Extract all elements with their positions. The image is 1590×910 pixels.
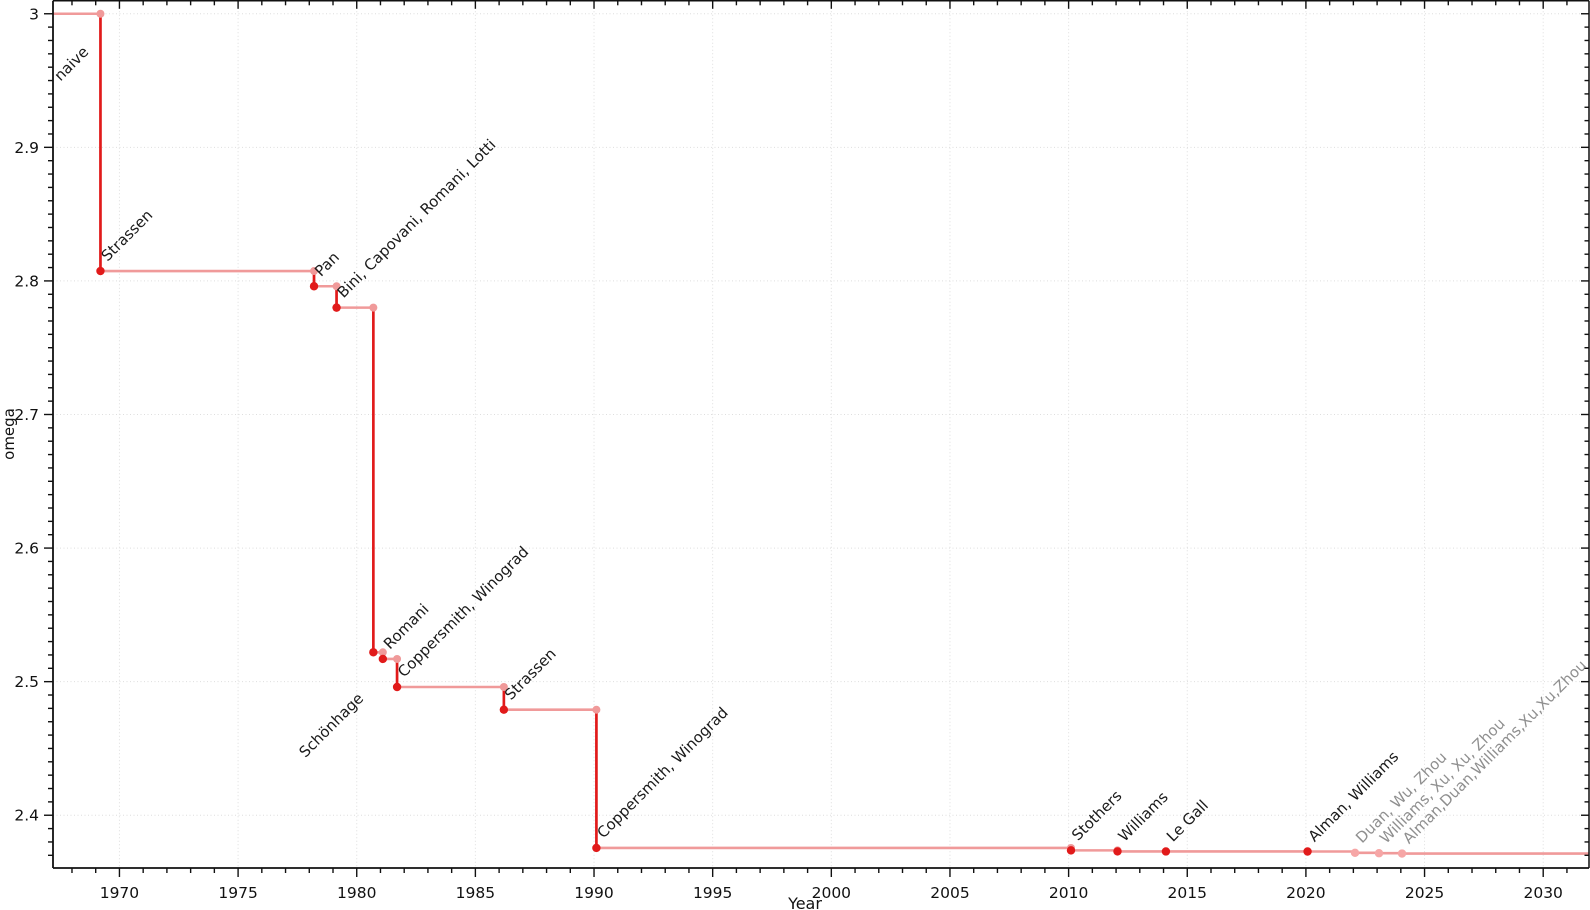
data-point — [1066, 846, 1076, 855]
data-point — [378, 654, 388, 664]
drop-corner-point — [96, 9, 105, 18]
point-label: Bini, Capovani, Romani, Lotti — [334, 136, 500, 302]
x-tick-label: 2015 — [1168, 884, 1207, 902]
point-label: naive — [51, 43, 93, 85]
y-tick-label: 3 — [29, 5, 39, 23]
x-tick-label: 1970 — [100, 884, 139, 902]
drop-corner-point — [310, 267, 319, 276]
y-tick-label: 2.7 — [14, 406, 39, 424]
data-point — [96, 266, 105, 276]
drop-corner-point — [378, 648, 387, 657]
x-tick-label: 1980 — [337, 884, 376, 902]
point-label: Pan — [311, 248, 343, 280]
tick-labels: 1970 1975 1980 1985 1990 1995 2000 2005 2010 2015… — [14, 5, 1563, 902]
point-label: Williams, Xu, Xu, Zhou — [1376, 715, 1509, 848]
drop-corner-point — [592, 705, 601, 714]
data-point — [1161, 847, 1171, 856]
data-point — [1350, 848, 1360, 858]
x-tick-label: 1990 — [574, 884, 613, 902]
x-tick-label: 1985 — [456, 884, 495, 902]
data-point — [392, 682, 402, 692]
point-label: Alman,Duan,Williams,Xu,Xu,Zhou — [1399, 656, 1590, 847]
data-point — [1303, 847, 1312, 856]
x-axis-label: Year — [787, 894, 822, 910]
point-label: Williams — [1115, 788, 1172, 845]
y-tick-label: 2.8 — [14, 272, 39, 290]
y-tick-label: 2.9 — [14, 139, 39, 157]
x-tick-label: 2000 — [812, 884, 851, 902]
y-tick-label: 2.4 — [14, 807, 39, 825]
data-point — [1397, 849, 1407, 858]
x-tick-label: 2030 — [1523, 884, 1562, 902]
x-tick-label: 2005 — [930, 884, 969, 902]
data-point — [1374, 849, 1384, 858]
point-label: Coppersmith, Winograd — [594, 704, 732, 842]
data-point — [332, 303, 341, 312]
y-tick-label: 2.6 — [14, 540, 39, 558]
y-axis-label: omega — [0, 408, 18, 460]
x-tick-label: 2025 — [1405, 884, 1444, 902]
data-point — [499, 705, 509, 714]
data-point — [309, 282, 319, 291]
point-label: Strassen — [98, 206, 157, 265]
x-tick-label: 1995 — [693, 884, 732, 902]
axes — [44, 0, 1590, 877]
y-tick-label: 2.5 — [14, 673, 39, 691]
drop-corner-point — [332, 282, 341, 291]
drop-corner-point — [369, 303, 378, 312]
data-point — [1113, 847, 1122, 856]
data-point — [592, 843, 601, 853]
x-tick-label: 1975 — [218, 884, 257, 902]
point-label: Strassen — [501, 645, 560, 704]
data-points — [96, 9, 1407, 858]
x-tick-label: 2020 — [1286, 884, 1325, 902]
data-point — [369, 648, 378, 657]
grid — [53, 0, 1589, 868]
drop-corner-point — [499, 682, 508, 691]
omega-step-path — [53, 12, 1589, 855]
step-line — [53, 12, 1589, 855]
drop-corner-point — [393, 654, 402, 663]
x-tick-label: 2010 — [1049, 884, 1088, 902]
